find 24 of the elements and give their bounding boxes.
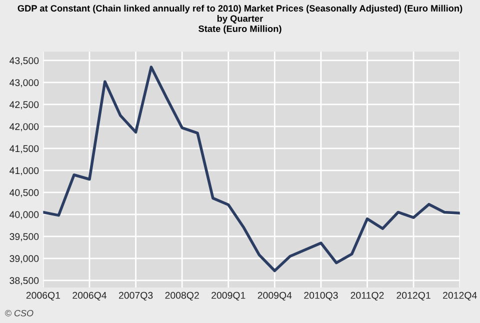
- y-tick-label: 43,000: [10, 79, 39, 88]
- x-tick-label: 2007Q3: [118, 292, 153, 301]
- y-tick-label: 43,500: [10, 57, 39, 66]
- chart-title: GDP at Constant (Chain linked annually ref to 2010) Market Prices (Seasonally Adjusted) (Euro Million) by Quarter State (Euro Million): [18, 4, 462, 34]
- x-tick-label: 2009Q1: [212, 292, 246, 301]
- x-tick-label: 2009Q4: [258, 292, 292, 301]
- y-tick-label: 40,500: [10, 189, 39, 198]
- y-tick-label: 41,500: [10, 145, 39, 154]
- y-tick-label: 42,000: [10, 123, 39, 132]
- y-tick-label: 42,500: [10, 101, 39, 110]
- x-tick-label: 2011Q2: [350, 292, 384, 301]
- line-series: [43, 66, 460, 272]
- x-tick-label: 2012Q1: [396, 292, 430, 301]
- y-tick-label: 39,500: [10, 233, 39, 242]
- x-tick-label: 2012Q4: [443, 292, 477, 301]
- text: © CSO: [5, 310, 34, 316]
- y-tick-label: 40,000: [10, 211, 39, 220]
- x-tick-label: 2008Q2: [165, 292, 199, 301]
- y-tick-label: 38,500: [10, 277, 39, 286]
- y-tick-label: 41,000: [10, 167, 39, 176]
- x-tick-label: 2006Q1: [26, 292, 60, 301]
- x-tick-label: 2006Q4: [72, 292, 107, 301]
- x-tick-label: 2010Q3: [304, 292, 338, 301]
- y-tick-label: 39,000: [10, 255, 39, 264]
